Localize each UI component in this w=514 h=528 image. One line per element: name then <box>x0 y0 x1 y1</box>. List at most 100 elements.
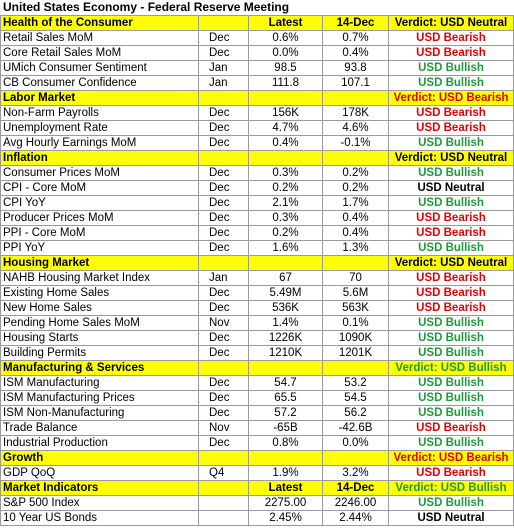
indicator-name-cell[interactable]: Housing Market <box>0 255 199 271</box>
verdict-cell[interactable]: USD Bullish <box>388 330 514 346</box>
latest-value-cell[interactable]: 2.45% <box>248 510 323 526</box>
section-verdict-cell[interactable]: Verdict: USD Neutral <box>388 150 514 166</box>
previous-value-cell[interactable]: 1090K <box>322 330 389 346</box>
latest-value-cell[interactable]: 156K <box>248 105 323 121</box>
latest-value-cell[interactable]: 0.2% <box>248 225 323 241</box>
period-cell[interactable]: Dec <box>198 120 249 136</box>
previous-value-cell[interactable]: 14-Dec <box>322 480 389 496</box>
latest-value-cell[interactable]: 54.7 <box>248 375 323 391</box>
section-verdict-cell[interactable]: Verdict: USD Bearish <box>388 450 514 466</box>
verdict-cell[interactable]: USD Bearish <box>388 120 514 136</box>
verdict-cell[interactable]: USD Bullish <box>388 495 514 511</box>
latest-value-cell[interactable]: 2.1% <box>248 195 323 211</box>
previous-value-cell[interactable]: 2246.00 <box>322 495 389 511</box>
period-cell[interactable] <box>198 495 249 511</box>
latest-value-cell[interactable]: -65B <box>248 420 323 436</box>
latest-value-cell[interactable] <box>248 360 323 376</box>
indicator-name-cell[interactable]: Retail Sales MoM <box>0 30 199 46</box>
period-cell[interactable]: Nov <box>198 420 249 436</box>
previous-value-cell[interactable]: 0.4% <box>322 210 389 226</box>
previous-value-cell[interactable]: 1201K <box>322 345 389 361</box>
indicator-name-cell[interactable]: Existing Home Sales <box>0 285 199 301</box>
verdict-cell[interactable]: USD Bullish <box>388 165 514 181</box>
section-verdict-cell[interactable]: Verdict: USD Bullish <box>388 480 514 496</box>
latest-value-cell[interactable]: 67 <box>248 270 323 286</box>
period-cell[interactable] <box>198 150 249 166</box>
verdict-cell[interactable]: USD Bullish <box>388 375 514 391</box>
previous-value-cell[interactable] <box>322 150 389 166</box>
indicator-name-cell[interactable]: UMich Consumer Sentiment <box>0 60 199 76</box>
previous-value-cell[interactable] <box>322 255 389 271</box>
indicator-name-cell[interactable]: 10 Year US Bonds <box>0 510 199 526</box>
indicator-name-cell[interactable]: Producer Prices MoM <box>0 210 199 226</box>
indicator-name-cell[interactable]: Unemployment Rate <box>0 120 199 136</box>
latest-value-cell[interactable] <box>248 90 323 106</box>
previous-value-cell[interactable]: 54.5 <box>322 390 389 406</box>
period-cell[interactable]: Jan <box>198 270 249 286</box>
latest-value-cell[interactable]: 1.6% <box>248 240 323 256</box>
previous-value-cell[interactable]: 563K <box>322 300 389 316</box>
indicator-name-cell[interactable]: Market Indicators <box>0 480 199 496</box>
latest-value-cell[interactable]: 0.3% <box>248 210 323 226</box>
indicator-name-cell[interactable]: Pending Home Sales MoM <box>0 315 199 331</box>
period-cell[interactable]: Dec <box>198 405 249 421</box>
indicator-name-cell[interactable]: GDP QoQ <box>0 465 199 481</box>
previous-value-cell[interactable]: 1.7% <box>322 195 389 211</box>
previous-value-cell[interactable]: 53.2 <box>322 375 389 391</box>
previous-value-cell[interactable]: 14-Dec <box>322 15 389 31</box>
period-cell[interactable]: Dec <box>198 180 249 196</box>
latest-value-cell[interactable] <box>248 255 323 271</box>
verdict-cell[interactable]: USD Bearish <box>388 465 514 481</box>
previous-value-cell[interactable]: 0.4% <box>322 45 389 61</box>
indicator-name-cell[interactable]: Non-Farm Payrolls <box>0 105 199 121</box>
period-cell[interactable]: Dec <box>198 285 249 301</box>
latest-value-cell[interactable]: 0.0% <box>248 45 323 61</box>
previous-value-cell[interactable] <box>322 450 389 466</box>
period-cell[interactable]: Dec <box>198 195 249 211</box>
verdict-cell[interactable]: USD Bullish <box>388 135 514 151</box>
indicator-name-cell[interactable]: Labor Market <box>0 90 199 106</box>
verdict-cell[interactable]: USD Neutral <box>388 510 514 526</box>
previous-value-cell[interactable]: 56.2 <box>322 405 389 421</box>
verdict-cell[interactable]: USD Bearish <box>388 45 514 61</box>
latest-value-cell[interactable]: 1.9% <box>248 465 323 481</box>
latest-value-cell[interactable]: 65.5 <box>248 390 323 406</box>
indicator-name-cell[interactable]: Housing Starts <box>0 330 199 346</box>
period-cell[interactable]: Dec <box>198 30 249 46</box>
verdict-cell[interactable]: USD Bullish <box>388 315 514 331</box>
period-cell[interactable]: Dec <box>198 240 249 256</box>
verdict-cell[interactable]: USD Bullish <box>388 345 514 361</box>
latest-value-cell[interactable]: 0.4% <box>248 135 323 151</box>
indicator-name-cell[interactable]: ISM Manufacturing <box>0 375 199 391</box>
period-cell[interactable]: Q4 <box>198 465 249 481</box>
indicator-name-cell[interactable]: S&P 500 Index <box>0 495 199 511</box>
previous-value-cell[interactable]: 0.2% <box>322 165 389 181</box>
verdict-cell[interactable]: USD Neutral <box>388 180 514 196</box>
verdict-cell[interactable]: USD Bearish <box>388 210 514 226</box>
indicator-name-cell[interactable]: PPI - Core MoM <box>0 225 199 241</box>
indicator-name-cell[interactable]: CB Consumer Confidence <box>0 75 199 91</box>
verdict-cell[interactable]: USD Bearish <box>388 30 514 46</box>
period-cell[interactable] <box>198 15 249 31</box>
latest-value-cell[interactable]: 111.8 <box>248 75 323 91</box>
indicator-name-cell[interactable]: Consumer Prices MoM <box>0 165 199 181</box>
period-cell[interactable]: Jan <box>198 60 249 76</box>
period-cell[interactable] <box>198 480 249 496</box>
previous-value-cell[interactable]: 107.1 <box>322 75 389 91</box>
indicator-name-cell[interactable]: CPI YoY <box>0 195 199 211</box>
previous-value-cell[interactable]: 0.7% <box>322 30 389 46</box>
latest-value-cell[interactable]: 4.7% <box>248 120 323 136</box>
period-cell[interactable] <box>198 510 249 526</box>
previous-value-cell[interactable]: 5.6M <box>322 285 389 301</box>
previous-value-cell[interactable]: 3.2% <box>322 465 389 481</box>
indicator-name-cell[interactable]: NAHB Housing Market Index <box>0 270 199 286</box>
latest-value-cell[interactable] <box>248 450 323 466</box>
period-cell[interactable]: Dec <box>198 330 249 346</box>
latest-value-cell[interactable]: 5.49M <box>248 285 323 301</box>
indicator-name-cell[interactable]: Health of the Consumer <box>0 15 199 31</box>
period-cell[interactable]: Dec <box>198 210 249 226</box>
indicator-name-cell[interactable]: Building Permits <box>0 345 199 361</box>
period-cell[interactable]: Jan <box>198 75 249 91</box>
latest-value-cell[interactable]: 0.8% <box>248 435 323 451</box>
indicator-name-cell[interactable]: Core Retail Sales MoM <box>0 45 199 61</box>
